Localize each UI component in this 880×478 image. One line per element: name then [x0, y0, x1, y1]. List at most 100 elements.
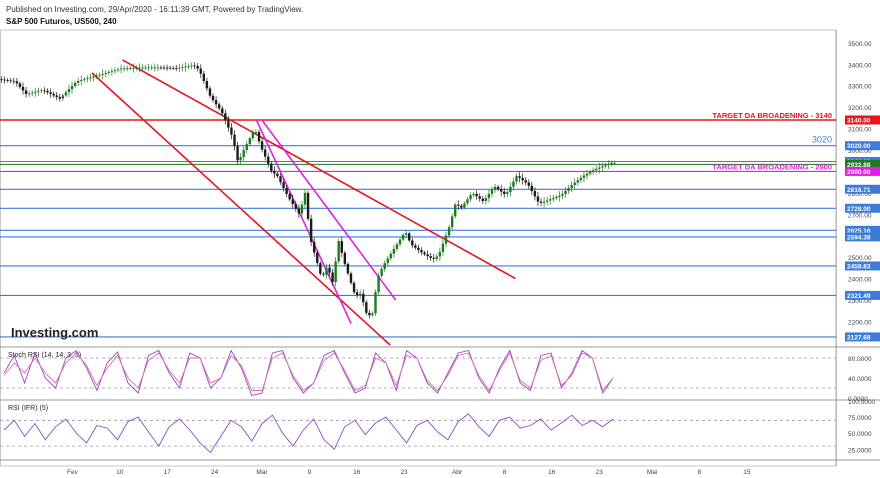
level-badge [845, 159, 880, 169]
candle-body [444, 235, 448, 244]
rsi-tick-label: 75.0000 [848, 415, 872, 422]
candle-body [141, 67, 144, 69]
candle-body [398, 239, 402, 245]
candle-body [132, 67, 135, 69]
candle-body [171, 67, 175, 69]
candle-body [254, 132, 258, 133]
candle-body [527, 182, 530, 186]
candle-body [595, 168, 598, 171]
candle-body [46, 90, 49, 93]
candle-body [386, 258, 389, 264]
candle-body [263, 149, 267, 157]
candle-body [27, 93, 31, 95]
candle-body [208, 88, 212, 96]
candle-body [493, 186, 497, 190]
candle-body [340, 241, 343, 253]
candle-body [9, 80, 12, 82]
candle-body [454, 204, 457, 217]
candle-body [300, 204, 304, 214]
candle-body [104, 72, 107, 74]
candle-body [579, 177, 583, 181]
price-tick-label: 2500.00 [848, 255, 872, 262]
candle-body [92, 76, 95, 78]
candle-body [337, 241, 340, 262]
candle-body [0, 79, 3, 81]
candle-body [469, 195, 472, 200]
candle-body [83, 79, 86, 81]
annotation-label: 3020 [812, 135, 832, 145]
candle-body [153, 67, 156, 69]
candle-body [561, 193, 564, 196]
candle-body [147, 67, 150, 69]
candle-body [52, 93, 55, 96]
candle-body [392, 249, 396, 254]
published-header: Published on Investing.com, 29/Apr/2020 … [6, 5, 304, 14]
candle-body [484, 198, 488, 201]
candle-body [401, 234, 405, 240]
candle-body [429, 256, 432, 258]
candle-body [24, 90, 28, 94]
candle-body [98, 74, 101, 76]
candle-body [545, 200, 549, 202]
candle-body [30, 92, 34, 94]
candle-body [116, 69, 120, 71]
level-badge [845, 141, 880, 151]
candle-body [466, 199, 469, 204]
candle-body [257, 132, 261, 142]
trend-line [91, 72, 391, 346]
candle-body [288, 193, 291, 200]
candle-body [285, 188, 288, 194]
level-badge [845, 225, 880, 235]
candle-body [542, 201, 546, 203]
candle-body [168, 67, 172, 69]
candle-body [309, 218, 313, 242]
candle-body [499, 189, 503, 192]
candle-body [156, 67, 160, 69]
candle-body [282, 182, 285, 189]
candle-body [506, 192, 509, 194]
x-tick-label: 9 [308, 469, 312, 476]
candle-body [521, 177, 524, 181]
candle-body [414, 245, 417, 248]
candle-body [227, 120, 230, 128]
candle-body [40, 90, 43, 92]
candle-body [371, 313, 374, 316]
x-tick-label: 17 [164, 469, 172, 476]
candle-body [294, 204, 298, 209]
candle-body [607, 164, 610, 166]
candle-body [291, 199, 294, 204]
candle-body [509, 186, 512, 193]
candle-body [196, 66, 199, 69]
candle-body [567, 188, 570, 191]
candle-body [122, 68, 126, 70]
candle-body [352, 282, 356, 293]
candle-body [331, 272, 334, 282]
candle-body [178, 67, 181, 69]
x-tick-label: 16 [548, 469, 556, 476]
candle-body [374, 292, 377, 314]
candle-body [588, 172, 592, 174]
candle-body [426, 254, 429, 257]
candle-body [420, 250, 423, 253]
x-tick-label: 8 [698, 469, 702, 476]
candle-body [211, 95, 215, 101]
stoch-rsi-series-line [3, 349, 614, 397]
candle-body [64, 92, 68, 96]
candle-body [126, 68, 129, 70]
candle-body [303, 192, 307, 205]
level-label: 2127.68 [847, 334, 871, 341]
candle-body [380, 268, 383, 276]
candle-body [193, 65, 196, 67]
candle-body [129, 68, 132, 69]
candle-body [319, 263, 322, 274]
x-tick-label: Mar [256, 469, 268, 476]
candle-body [89, 77, 92, 79]
candle-body [490, 189, 494, 194]
candle-body [175, 68, 178, 69]
candle-body [202, 73, 206, 82]
candle-body [601, 166, 604, 168]
candle-body [503, 191, 506, 194]
candle-body [217, 104, 221, 109]
candle-body [533, 191, 537, 197]
candle-body [76, 80, 80, 83]
